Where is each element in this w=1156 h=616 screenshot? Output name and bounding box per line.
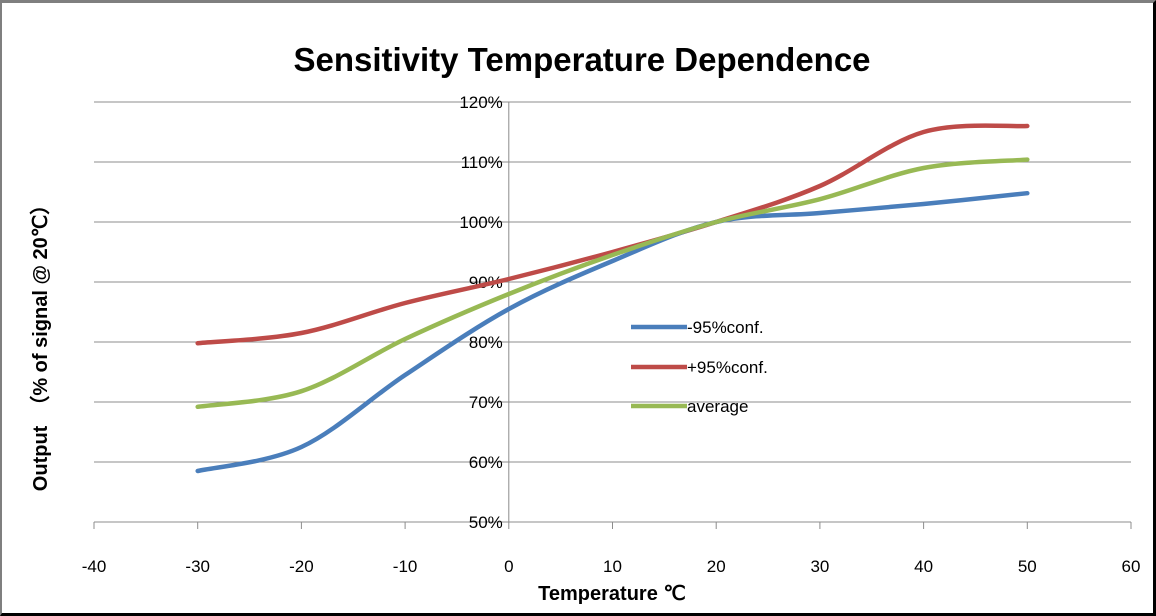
x-tick-label: -10 — [393, 557, 418, 576]
legend-label: +95%conf. — [687, 358, 768, 377]
gridlines — [94, 101, 1131, 463]
y-tick-label: 70% — [469, 393, 503, 412]
chart-title: Sensitivity Temperature Dependence — [293, 41, 870, 78]
y-tick-label: 80% — [469, 333, 503, 352]
x-tick-label: 60 — [1122, 557, 1141, 576]
x-tick-label: 40 — [914, 557, 933, 576]
y-tick-label: 50% — [469, 513, 503, 532]
y-tick-label: 100% — [459, 213, 502, 232]
x-tick-label: 20 — [707, 557, 726, 576]
x-tick-label: -40 — [82, 557, 107, 576]
legend: -95%conf. +95%conf. average — [631, 318, 768, 416]
series-lines — [195, 123, 1030, 474]
y-axis-title: Output （% of signal @ 20℃） — [29, 195, 52, 491]
x-tick-label: 0 — [504, 557, 513, 576]
legend-label: -95%conf. — [687, 318, 764, 337]
axes — [93, 101, 1132, 529]
x-tick-label: -30 — [185, 557, 210, 576]
x-tick-label: 10 — [603, 557, 622, 576]
x-axis-title: Temperature ℃ — [538, 583, 686, 605]
x-tick-label: -20 — [289, 557, 314, 576]
series-line — [195, 157, 1030, 410]
series-line — [195, 123, 1030, 346]
y-tick-label: 110% — [461, 153, 503, 172]
series-line — [195, 190, 1030, 474]
y-tick-label: 120% — [459, 93, 502, 112]
y-tick-labels: 50%60%70%80%90%100%110%120% — [459, 93, 502, 532]
y-tick-label: 60% — [469, 453, 503, 472]
x-tick-label: 30 — [810, 557, 829, 576]
x-tick-label: 50 — [1018, 557, 1037, 576]
legend-label: average — [687, 397, 748, 416]
x-tick-labels: -40 -30 -20 -10 0 10 20 30 40 50 60 — [82, 557, 1141, 576]
